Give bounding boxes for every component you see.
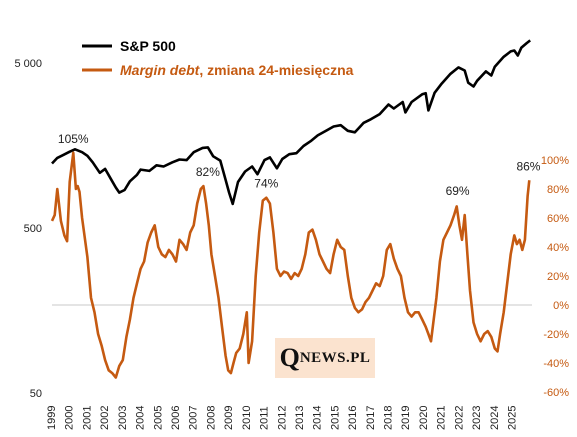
right-tick-label: 0%: [553, 300, 569, 312]
legend-margin-label: Margin debt, zmiana 24-miesięczna: [120, 62, 354, 78]
x-tick-label: 2022: [453, 406, 465, 430]
x-tick-label: 2023: [471, 406, 483, 430]
watermark-text: NEWS.PL: [299, 349, 371, 366]
x-tick-label: 2003: [117, 406, 129, 430]
x-tick-label: 1999: [46, 406, 58, 430]
qnews-watermark: Q NEWS.PL: [275, 338, 375, 378]
right-tick-label: -20%: [543, 329, 569, 341]
peak-label: 82%: [196, 165, 220, 179]
right-tick-label: 40%: [547, 242, 569, 254]
left-tick-label: 500: [24, 223, 42, 235]
legend-sp500-label: S&P 500: [120, 38, 176, 54]
x-tick-label: 2018: [383, 406, 395, 430]
x-tick-label: 2011: [259, 406, 271, 430]
peak-label: 74%: [254, 177, 278, 191]
sp500-series-line: [51, 39, 531, 206]
x-tick-label: 2000: [64, 406, 76, 430]
left-tick-label: 5 000: [14, 58, 42, 70]
legend-margin-label-rest: , zmiana 24-miesięczna: [199, 62, 353, 78]
x-tick-label: 2012: [276, 406, 288, 430]
left-axis-ticks: 50 500 5 000: [14, 58, 42, 400]
x-tick-label: 2014: [312, 406, 324, 430]
left-tick-label: 50: [30, 388, 42, 400]
x-tick-label: 2002: [99, 406, 111, 430]
peak-label: 69%: [446, 184, 470, 198]
x-tick-label: 2004: [135, 406, 147, 430]
x-tick-label: 2019: [400, 406, 412, 430]
x-tick-label: 2009: [223, 406, 235, 430]
peak-label: 86%: [516, 159, 540, 173]
margin-debt-series-line: [50, 151, 531, 379]
x-tick-label: 2001: [81, 406, 93, 430]
x-tick-label: 2008: [205, 406, 217, 430]
x-tick-label: 2024: [489, 406, 501, 430]
x-tick-label: 2007: [188, 406, 200, 430]
x-tick-label: 2020: [418, 406, 430, 430]
x-tick-label: 2021: [436, 406, 448, 430]
legend: S&P 500 Margin debt, zmiana 24-miesięczn…: [82, 38, 354, 78]
right-tick-label: 100%: [541, 155, 569, 167]
x-tick-label: 2025: [507, 406, 519, 430]
peak-annotations: 105% 82% 74% 69% 86%: [58, 132, 541, 198]
x-tick-label: 2006: [170, 406, 182, 430]
legend-margin-label-italic: Margin debt: [120, 62, 201, 78]
right-axis-ticks: 100% 80% 60% 40% 20% 0% -20% -40% -60%: [541, 155, 569, 399]
x-tick-label: 2015: [329, 406, 341, 430]
watermark-q: Q: [279, 343, 300, 372]
right-tick-label: 20%: [547, 271, 569, 283]
x-tick-label: 2013: [294, 406, 306, 430]
x-axis-ticks: 1999 2000 2001 2002 2003 2004 2005 2006 2007 2008…: [46, 406, 519, 430]
peak-label: 105%: [58, 132, 89, 146]
x-tick-label: 2016: [347, 406, 359, 430]
right-tick-label: 80%: [547, 184, 569, 196]
x-tick-label: 2010: [241, 406, 253, 430]
right-tick-label: -60%: [543, 387, 569, 399]
right-tick-label: -40%: [543, 358, 569, 370]
x-tick-label: 2005: [152, 406, 164, 430]
x-tick-label: 2017: [365, 406, 377, 430]
right-tick-label: 60%: [547, 213, 569, 225]
